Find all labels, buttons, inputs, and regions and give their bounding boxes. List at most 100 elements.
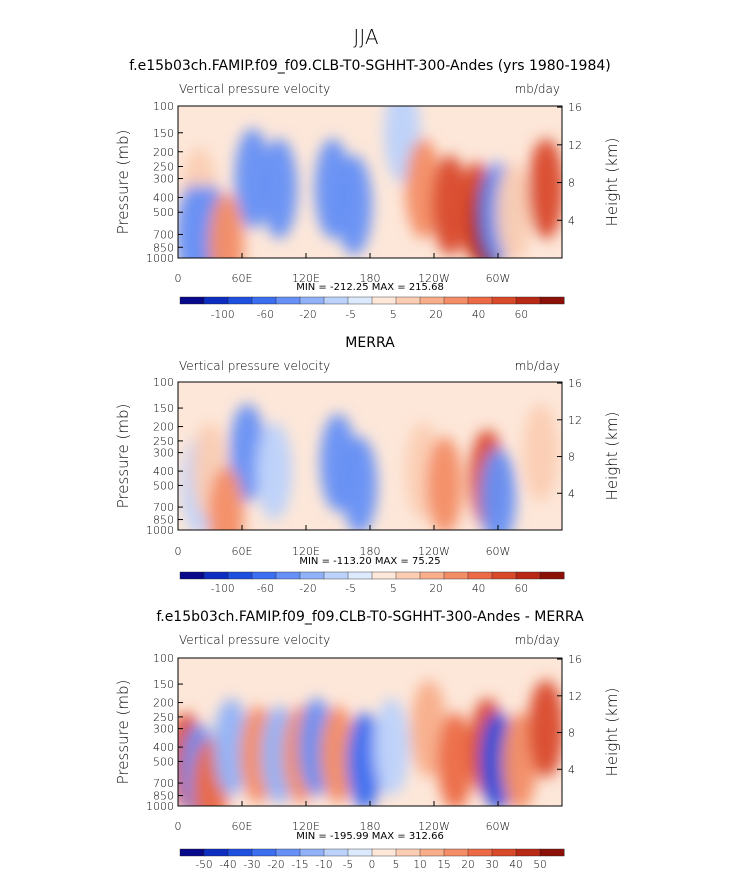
xtick-label: 180 (360, 545, 381, 558)
right-subtitle: mb/day (515, 359, 560, 373)
ytick-label: 250 (153, 711, 174, 724)
colorbar-label: 60 (515, 309, 528, 321)
colorbar-swatch (179, 848, 205, 857)
ytick-right-label: 16 (568, 377, 582, 390)
colorbar-label: 20 (461, 859, 474, 871)
colorbar-swatch (395, 296, 421, 305)
colorbar-label: -50 (195, 859, 212, 871)
ytick-right-label: 4 (568, 487, 575, 500)
colorbar-swatch (227, 848, 253, 857)
colorbar-label: -100 (211, 583, 235, 595)
ytick-label: 850 (153, 241, 174, 254)
colorbar-swatch (203, 571, 229, 580)
ytick-label: 500 (153, 479, 174, 492)
left-subtitle: Vertical pressure velocity (179, 633, 330, 647)
ytick-label: 100 (153, 376, 174, 389)
colorbar-swatch (347, 848, 373, 857)
colorbar-swatch (251, 848, 277, 857)
ytick-right-label: 12 (568, 690, 582, 703)
colorbar-swatch (419, 571, 445, 580)
ytick-label: 700 (153, 501, 174, 514)
colorbar-swatch (419, 296, 445, 305)
panel-2: MERRA Vertical pressure velocity mb/day 100… (114, 335, 621, 595)
colorbar-label: -60 (257, 583, 274, 595)
page-title: JJA (353, 25, 378, 49)
colorbar-label: -5 (343, 859, 353, 871)
colorbar-swatch (371, 848, 397, 857)
colorbar-label: -20 (267, 859, 284, 871)
field-region-8 (480, 448, 516, 530)
colorbar-label: 5 (390, 583, 397, 595)
ytick-right-label: 4 (568, 214, 575, 227)
y-axis-label: Pressure (mb) (114, 404, 132, 509)
xtick-label: 60W (486, 272, 511, 285)
colorbar-swatch (443, 848, 469, 857)
field-region-4 (341, 436, 378, 530)
xtick-label: 0 (175, 545, 182, 558)
ytick-label: 400 (153, 465, 174, 478)
field-region-9 (320, 705, 356, 804)
colorbar-swatch (323, 296, 349, 305)
panel-3: f.e15b03ch.FAMIP.f09_f09.CLB-T0-SGHHT-30… (114, 609, 621, 871)
colorbar-swatch (227, 296, 253, 305)
field-region-6 (426, 436, 463, 530)
ytick-label: 300 (153, 173, 174, 186)
field-region-10 (346, 712, 383, 806)
field-regions (178, 679, 562, 806)
colorbar-swatch (275, 571, 301, 580)
colorbar-label: -20 (299, 583, 316, 595)
min-max-stats: MIN = -195.99 MAX = 312.66 (296, 831, 444, 842)
colorbar-label: 30 (485, 859, 498, 871)
colorbar-label: -5 (345, 583, 355, 595)
colorbar: -50 -40 -30 -20 -15 -10 -5 0 5 10 15 20 30 40 50 (179, 848, 565, 871)
xtick-label: 120W (418, 545, 450, 558)
colorbar-swatch (467, 848, 493, 857)
ytick-right-label: 12 (568, 414, 582, 427)
ytick-label: 250 (153, 435, 174, 448)
colorbar-swatch (251, 296, 277, 305)
ytick-label: 100 (153, 652, 174, 665)
ytick-right-label: 8 (568, 451, 575, 464)
panel-1: f.e15b03ch.FAMIP.f09_f09.CLB-T0-SGHHT-30… (114, 58, 621, 321)
field-regions (181, 403, 559, 530)
colorbar-swatch (251, 571, 277, 580)
ytick-label: 200 (153, 421, 174, 434)
colorbar-swatch (299, 296, 325, 305)
colorbar-swatch (371, 296, 397, 305)
colorbar-swatch (491, 296, 517, 305)
colorbar-label: 40 (472, 583, 485, 595)
colorbar-swatch (515, 296, 541, 305)
colorbar: -100 -60 -20 -5 5 20 40 60 (179, 296, 565, 321)
colorbar: -100 -60 -20 -5 5 20 40 60 (179, 571, 565, 595)
colorbar-swatch (275, 296, 301, 305)
colorbar-label: -5 (345, 309, 355, 321)
ytick-label: 400 (153, 192, 174, 205)
colorbar-swatch (347, 296, 373, 305)
colorbar-label: -40 (219, 859, 236, 871)
panel-title: f.e15b03ch.FAMIP.f09_f09.CLB-T0-SGHHT-30… (156, 609, 584, 625)
field-region-12 (528, 138, 562, 239)
xtick-label: 180 (360, 820, 381, 833)
colorbar-swatch (203, 296, 229, 305)
ytick-label: 1000 (146, 800, 174, 813)
ytick-label: 300 (153, 447, 174, 460)
xtick-label: 180 (360, 272, 381, 285)
ytick-right-label: 16 (568, 101, 582, 114)
ytick-right-label: 16 (568, 653, 582, 666)
field (178, 658, 562, 806)
y-axis-right-label: Height (km) (603, 138, 621, 227)
colorbar-label: 50 (533, 859, 546, 871)
colorbar-label: 5 (390, 309, 397, 321)
colorbar-label: 10 (413, 859, 426, 871)
colorbar-label: 40 (509, 859, 522, 871)
colorbar-swatch (371, 571, 397, 580)
ytick-label: 400 (153, 741, 174, 754)
colorbar-swatch (323, 571, 349, 580)
colorbar-swatch (179, 296, 205, 305)
colorbar-label: 40 (472, 309, 485, 321)
colorbar-swatch (443, 296, 469, 305)
ytick-right-label: 8 (568, 727, 575, 740)
min-max-stats: MIN = -212.25 MAX = 215.68 (296, 282, 444, 293)
ytick-label: 150 (153, 402, 174, 415)
